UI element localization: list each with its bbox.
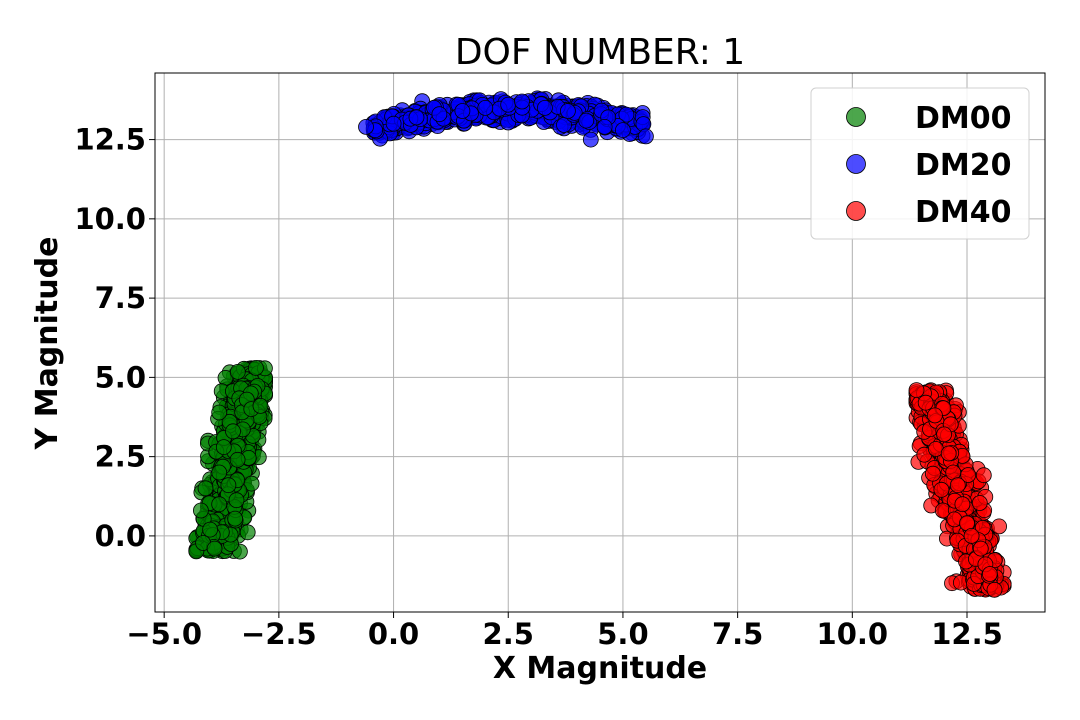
legend-box (810, 87, 1030, 240)
chart-title: DOF NUMBER: 1 (455, 32, 745, 73)
data-point (197, 480, 214, 497)
legend-item-dm40: DM40 (846, 195, 1012, 230)
series-dm20 (358, 90, 654, 148)
x-tick-label: 0.0 (368, 617, 419, 651)
y-tick-label: 0.0 (95, 519, 146, 553)
data-point (949, 477, 966, 494)
x-tick-label: 10.0 (817, 617, 889, 651)
x-tick-label: 7.5 (712, 617, 763, 651)
data-point (596, 119, 613, 135)
data-point (220, 477, 237, 494)
data-point (618, 106, 635, 123)
legend-item-dm00: DM00 (846, 101, 1012, 136)
data-point (229, 363, 246, 380)
y-axis-ticks: 0.0 2.5 5.0 7.5 10.0 12.5 (74, 123, 155, 553)
data-point (229, 451, 246, 468)
data-point (908, 382, 925, 399)
data-point (927, 407, 943, 424)
x-tick-label: −5.0 (126, 617, 202, 651)
data-point (638, 128, 654, 145)
y-tick-label: 10.0 (74, 202, 146, 236)
data-point (358, 119, 374, 135)
x-tick-label: 12.5 (931, 617, 1003, 651)
series-dm00 (188, 359, 274, 560)
data-point (247, 359, 264, 376)
data-point (500, 96, 517, 113)
y-tick-label: 7.5 (95, 281, 146, 315)
y-tick-label: 12.5 (74, 123, 146, 157)
data-point (227, 510, 244, 527)
data-point (940, 445, 957, 462)
data-point (936, 426, 952, 443)
data-point (537, 100, 553, 116)
legend: DM00 DM20 DM40 (810, 87, 1030, 240)
data-point (971, 495, 988, 511)
data-point (615, 122, 631, 139)
x-axis-ticks: −5.0 −2.5 0.0 2.5 5.0 7.5 10.0 12.5 (126, 612, 1003, 651)
data-point (454, 103, 471, 119)
data-point (963, 528, 980, 544)
data-point (211, 404, 228, 421)
y-tick-label: 5.0 (95, 360, 146, 394)
data-point (972, 540, 989, 557)
legend-label: DM00 (915, 101, 1012, 136)
data-point (975, 467, 992, 484)
x-axis-label: X Magnitude (493, 651, 707, 686)
data-point (211, 464, 228, 481)
data-point (982, 566, 998, 582)
data-point (431, 106, 448, 123)
data-point (215, 439, 232, 456)
data-point (206, 540, 223, 557)
scatter-points (188, 90, 1012, 598)
legend-item-dm20: DM20 (846, 148, 1012, 183)
data-point (228, 492, 245, 509)
data-point (582, 131, 599, 148)
legend-marker (846, 154, 866, 174)
data-point (408, 109, 425, 126)
series-dm40 (908, 382, 1012, 598)
data-point (991, 518, 1007, 535)
x-tick-label: 2.5 (483, 617, 534, 651)
legend-marker (846, 201, 866, 221)
data-point (385, 115, 402, 132)
data-point (252, 397, 269, 414)
data-point (239, 524, 256, 541)
data-point (986, 581, 1003, 598)
data-point (578, 112, 595, 129)
data-point (560, 103, 576, 119)
data-point (225, 423, 241, 440)
data-point (514, 93, 530, 110)
plot-frame (154, 72, 1046, 613)
data-point (202, 521, 219, 538)
legend-marker (846, 107, 866, 127)
data-point (960, 467, 977, 483)
data-point (933, 481, 950, 498)
data-point (211, 496, 228, 513)
x-tick-label: −2.5 (241, 617, 317, 651)
data-point (954, 496, 971, 513)
x-tick-label: 5.0 (597, 617, 648, 651)
data-point (917, 394, 934, 411)
data-point (192, 502, 209, 519)
data-point (477, 100, 494, 116)
y-tick-label: 2.5 (95, 440, 146, 474)
legend-label: DM40 (915, 195, 1012, 230)
y-axis-label: Y Magnitude (30, 237, 65, 451)
data-point (925, 465, 941, 482)
legend-label: DM20 (915, 148, 1012, 183)
